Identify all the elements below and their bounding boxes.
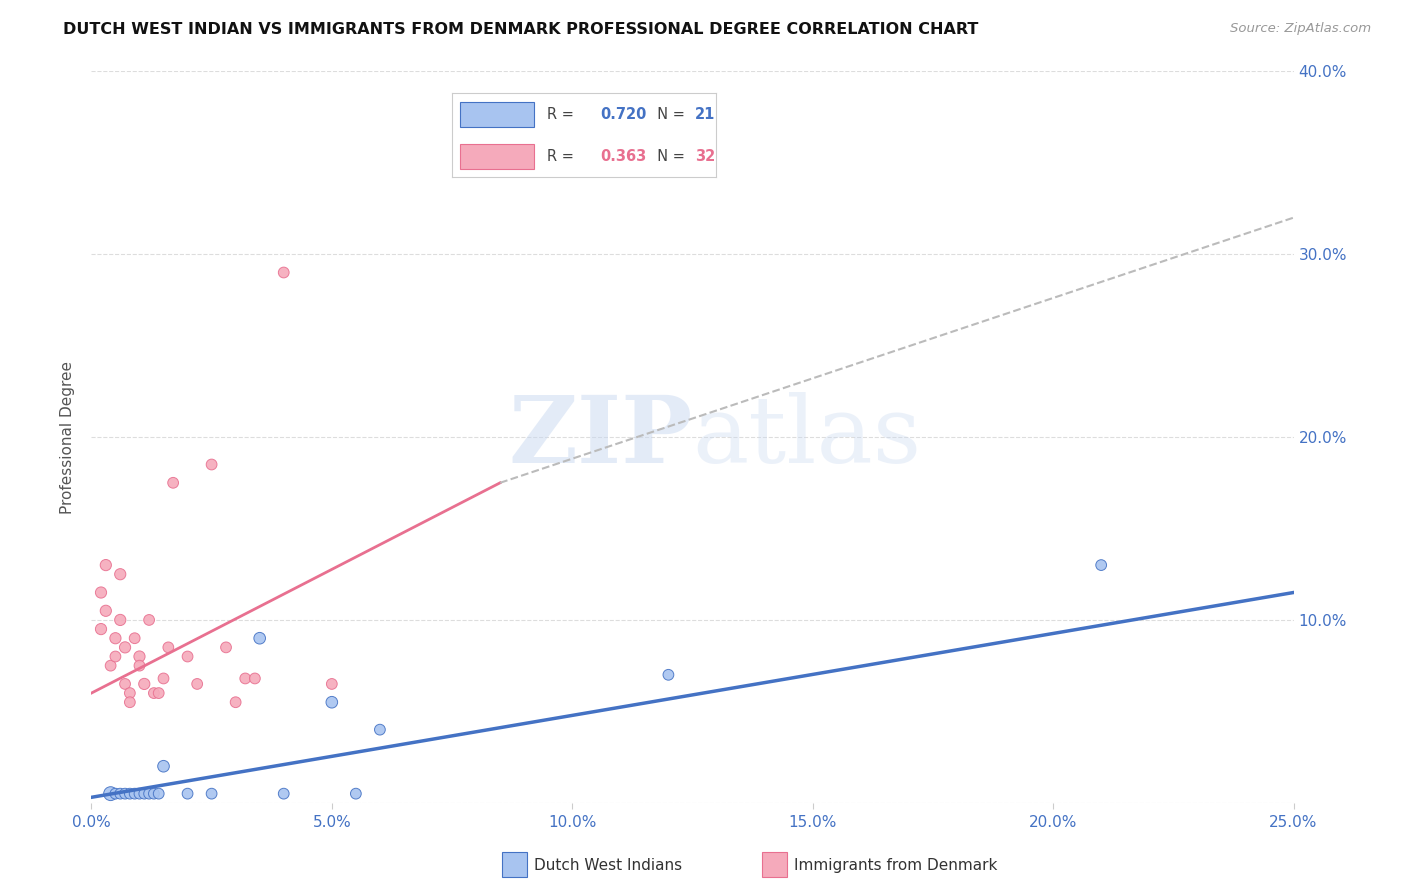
Text: N =: N = <box>648 107 689 122</box>
Text: 32: 32 <box>696 149 716 164</box>
Text: Immigrants from Denmark: Immigrants from Denmark <box>794 858 998 872</box>
Point <box>94 604 117 618</box>
Point <box>104 787 127 801</box>
Text: 0.720: 0.720 <box>600 107 647 122</box>
Point <box>273 266 295 280</box>
Point <box>243 672 266 686</box>
Point <box>134 677 156 691</box>
Point <box>118 787 141 801</box>
Bar <box>460 144 534 169</box>
Text: DUTCH WEST INDIAN VS IMMIGRANTS FROM DENMARK PROFESSIONAL DEGREE CORRELATION CHA: DUTCH WEST INDIAN VS IMMIGRANTS FROM DEN… <box>63 22 979 37</box>
Point <box>138 787 160 801</box>
Text: N =: N = <box>648 149 689 164</box>
Point <box>118 695 141 709</box>
Text: Dutch West Indians: Dutch West Indians <box>534 858 682 872</box>
Point <box>110 567 132 582</box>
Point <box>157 640 180 655</box>
Point <box>90 622 112 636</box>
Point <box>138 613 160 627</box>
Point <box>134 787 156 801</box>
Point <box>321 695 343 709</box>
Point <box>94 558 117 573</box>
Text: Source: ZipAtlas.com: Source: ZipAtlas.com <box>1230 22 1371 36</box>
Text: R =: R = <box>547 107 579 122</box>
Bar <box>460 102 534 127</box>
Point <box>124 632 146 646</box>
Point <box>90 585 112 599</box>
Point <box>128 649 150 664</box>
Point <box>142 686 165 700</box>
Point <box>225 695 247 709</box>
Point <box>114 640 136 655</box>
Point <box>368 723 391 737</box>
Point <box>124 787 146 801</box>
Point <box>176 787 198 801</box>
Point <box>100 658 122 673</box>
Point <box>148 787 170 801</box>
Point <box>344 787 367 801</box>
Point <box>114 677 136 691</box>
Point <box>118 686 141 700</box>
Point <box>100 787 122 801</box>
Point <box>273 787 295 801</box>
Point <box>233 672 256 686</box>
Point <box>110 787 132 801</box>
Y-axis label: Professional Degree: Professional Degree <box>60 360 76 514</box>
Text: 0.363: 0.363 <box>600 149 647 164</box>
Point <box>142 787 165 801</box>
Point <box>110 613 132 627</box>
Text: R =: R = <box>547 149 579 164</box>
Point <box>152 672 174 686</box>
Point <box>162 475 184 490</box>
Point <box>148 686 170 700</box>
Point <box>104 649 127 664</box>
Point <box>657 667 679 681</box>
Text: atlas: atlas <box>692 392 922 482</box>
Point <box>1090 558 1112 573</box>
Text: ZIP: ZIP <box>508 392 692 482</box>
Point <box>128 787 150 801</box>
Point <box>321 677 343 691</box>
Point <box>114 787 136 801</box>
Point <box>201 787 224 801</box>
Point <box>152 759 174 773</box>
Text: 21: 21 <box>696 107 716 122</box>
Point <box>249 632 271 646</box>
Point <box>186 677 208 691</box>
Point <box>104 632 127 646</box>
Point <box>215 640 238 655</box>
Point <box>176 649 198 664</box>
Point <box>201 458 224 472</box>
Point <box>128 658 150 673</box>
